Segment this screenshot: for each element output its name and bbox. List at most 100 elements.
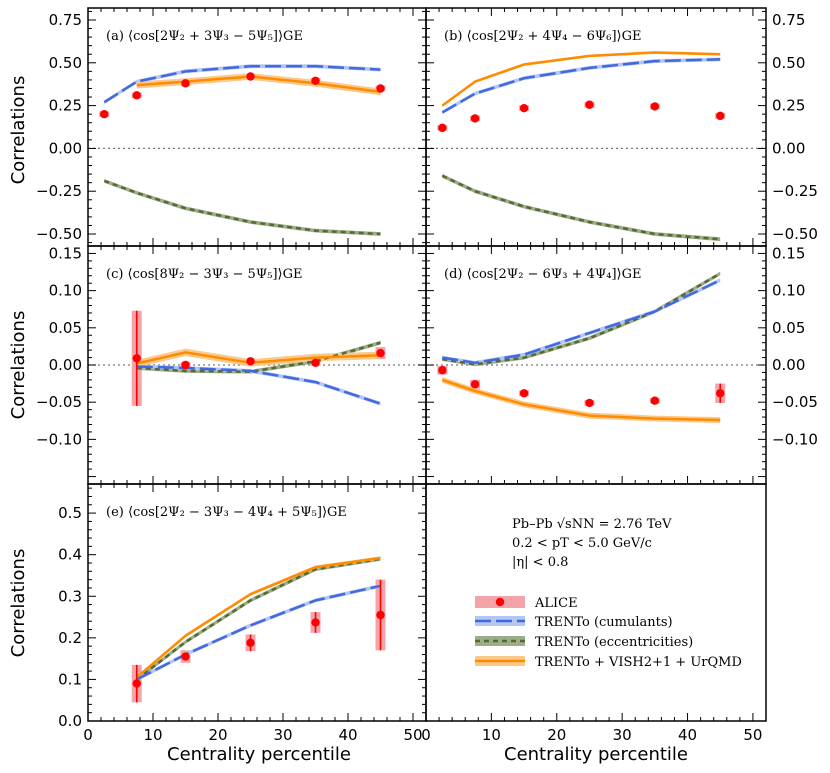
y-tick-label: 0.15 [49,244,82,262]
x-axis-title-right: Centrality percentile [504,744,688,765]
cumulants-line [442,279,721,365]
y-tick-label: 0.50 [49,54,82,72]
cumulants-line [136,365,381,405]
alice-point [438,366,447,375]
y-axis-title-top: Correlations [8,76,29,185]
y-tick-label: 0.2 [58,629,82,647]
cumulants-band [442,278,721,365]
alice-point [376,610,385,620]
legend-alice-label: ALICE [534,596,578,611]
panel-c: −0.10 −0.05 0.00 0.05 0.10 0.15 (c) ⟨cos[8Ψ₂ −… [36,244,427,485]
x-tick-label: 30 [273,726,292,744]
ecc-band [442,271,721,367]
y-tick-label: 0.50 [772,54,805,72]
x-tick-label: 40 [678,726,697,744]
y-axis-title-bottom: Correlations [8,549,29,658]
ecc-band [104,179,381,236]
y-tick-label: −0.05 [36,393,82,411]
cumulants-band [136,584,381,682]
y-tick-label: 0.00 [772,356,805,374]
alice-point [585,100,594,109]
alice-point [181,652,190,661]
y-tick-label: 0.15 [772,244,805,262]
y-axis-title-middle: Correlations [8,311,29,420]
vish-line [135,556,381,679]
ecc-line [442,272,721,366]
info-line-pt: 0.2 < pT < 5.0 GeV/c [512,536,652,551]
panel-empty [425,483,767,722]
alice-point [311,358,320,367]
y-tick-label: −0.05 [772,393,818,411]
alice-point [650,102,660,111]
panel-e: 0.0 0.1 0.2 0.3 0.4 0.5 (e) ⟨cos[2Ψ₂ − 3Ψ₃ − 4… [58,483,427,730]
x-tick-label: 50 [743,726,762,744]
y-tick-label: 0.5 [58,504,82,522]
x-tick-label: 50 [403,726,422,744]
alice-point [311,618,320,627]
alice-point [519,103,529,113]
legend-cumulants-label: TRENTo (cumulants) [535,615,673,630]
info-block: Pb–Pb √sNN = 2.76 TeV 0.2 < pT < 5.0 GeV… [512,517,672,570]
alice-point [585,398,594,408]
panels: −0.50−0.250.000.250.500.75(a) ⟨cos[2Ψ₂ +… [36,7,818,744]
cumulants-line [103,64,381,104]
panel-title-b: (b) ⟨cos[2Ψ₂ + 4Ψ₄ − 6Ψ₆]⟩GE [444,29,642,44]
vish-line [441,378,721,422]
legend-vish-label: TRENTo + VISH2+1 + UrQMD [535,655,742,670]
y-tick-label: 0.25 [772,97,805,115]
x-tick-label: 20 [208,726,227,744]
x-tick-label: 40 [338,726,357,744]
ecc-line [136,557,381,681]
cumulants-line [441,58,721,114]
alice-point [132,91,141,100]
alice-point [132,679,141,688]
y-tick-label: 0.1 [58,670,82,688]
legend: ALICE TRENTo (cumulants) TRENTo (eccentr… [475,596,742,670]
y-tick-label: 0.05 [49,319,82,337]
alice-point [470,380,480,389]
y-tick-label: 0.10 [49,282,82,300]
y-tick-label: 0.75 [772,11,805,29]
panel-title-e: (e) ⟨cos[2Ψ₂ − 3Ψ₃ − 4Ψ₄ + 5Ψ₅]⟩GE [106,505,347,520]
panel-a: −0.50 −0.25 0.00 0.25 0.50 0.75 (a) ⟨cos[2Ψ₂ +… [36,7,427,247]
cumulants-band [136,364,381,406]
ecc-band [442,173,721,242]
alice-point [246,72,255,81]
alice-point [132,354,141,363]
y-tick-label: −0.25 [772,182,818,200]
x-axis-title-left: Centrality percentile [167,744,351,765]
alice-point [438,123,447,133]
y-tick-label: 0.25 [49,97,82,115]
info-line-eta: |η| < 0.8 [512,555,568,570]
y-tick-label: −0.10 [772,430,818,448]
legend-ecc-label: TRENTo (eccentricities) [535,635,693,650]
ecc-line [103,179,381,236]
x-tick-label: 10 [143,726,162,744]
legend-ecc-band [475,636,525,646]
y-tick-label: 0.75 [49,11,82,29]
alice-point [376,84,385,93]
y-tick-label: −0.50 [772,225,818,243]
info-line-system: Pb–Pb √sNN = 2.76 TeV [512,517,672,532]
alice-point [716,111,725,121]
y-tick-label: 0.3 [58,587,82,605]
x-tick-label: 20 [547,726,566,744]
y-tick-label: 0.00 [49,356,82,374]
alice-point [716,389,725,398]
ecc-line [441,174,721,241]
y-tick-label: 0.05 [772,319,805,337]
ecc-band [136,556,381,682]
cumulants-line [136,584,381,681]
x-tick-label: 0 [83,726,93,744]
panel-title-a: (a) ⟨cos[2Ψ₂ + 3Ψ₃ − 5Ψ₅]⟩GE [106,29,303,44]
panel-d: −0.10 −0.05 0.00 0.05 0.10 0.15 (d) ⟨cos[2Ψ₂ −… [425,244,818,485]
vish-band [442,376,721,423]
alice-point [519,389,529,398]
alice-point [246,638,255,648]
alice-point [100,109,109,119]
ecc-line [136,341,381,373]
x-tick-label: 30 [613,726,632,744]
x-tick-label: 10 [482,726,501,744]
panel-b: −0.50 −0.25 0.00 0.25 0.50 0.75 (b) ⟨cos[2Ψ₂ +… [425,7,818,247]
cumulants-band [442,57,721,115]
